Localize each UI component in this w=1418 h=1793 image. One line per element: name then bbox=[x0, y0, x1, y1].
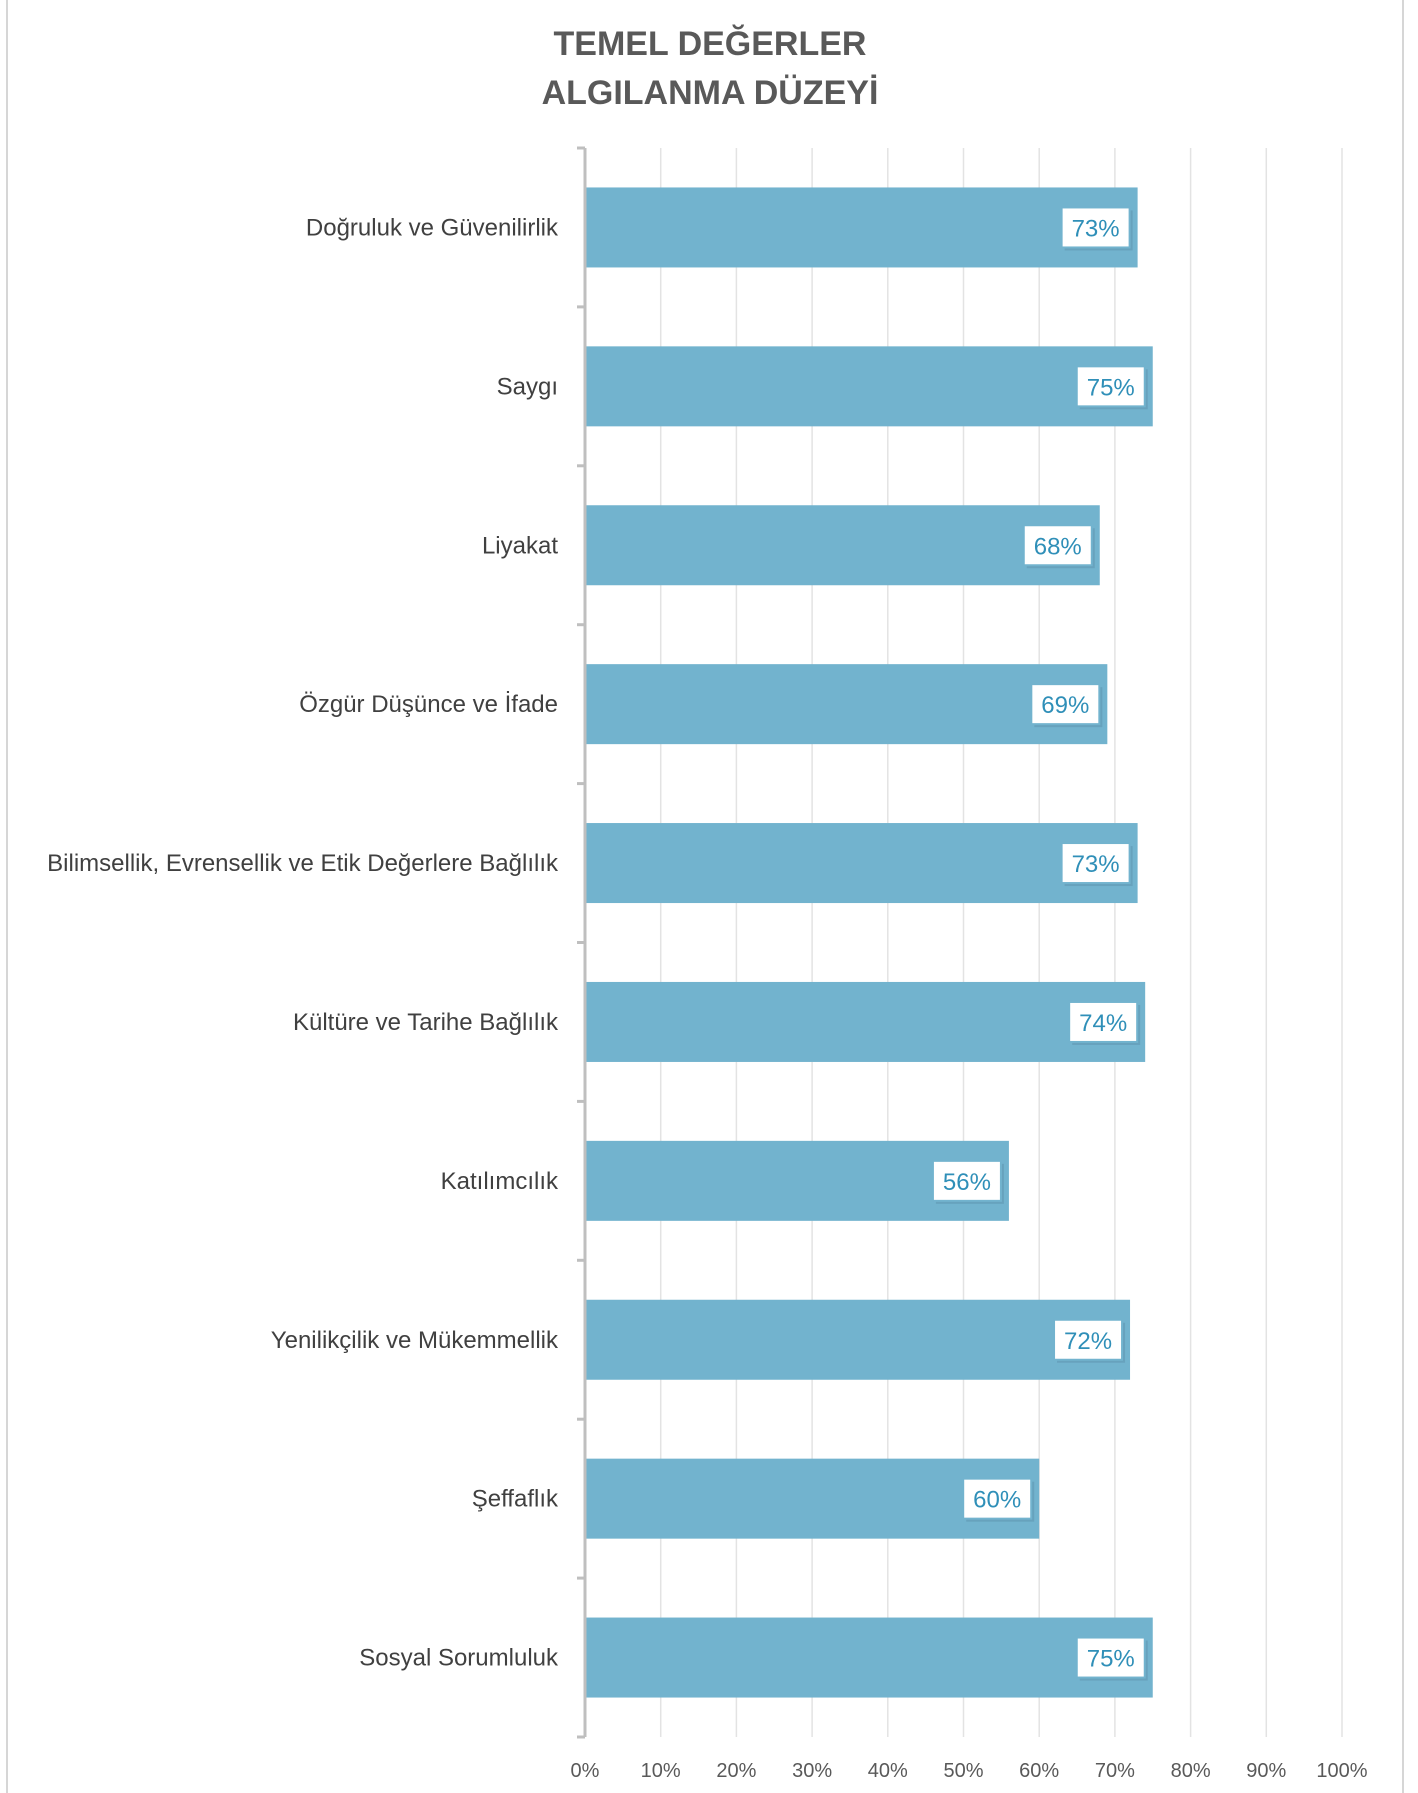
x-tick-label: 20% bbox=[716, 1760, 756, 1782]
data-label-box bbox=[1053, 1318, 1124, 1361]
data-label-box bbox=[1060, 842, 1131, 885]
x-tick-label: 90% bbox=[1246, 1760, 1286, 1782]
bars: 73% 75% 68% 69% 73% 74% 56% 72% 60% 75% bbox=[586, 187, 1153, 1698]
bar bbox=[586, 187, 1138, 268]
chart-title-line-2: ALGILANMA DÜZEYİ bbox=[542, 74, 879, 112]
data-label: 72% bbox=[1064, 1328, 1112, 1355]
category-label: Doğruluk ve Güvenilirlik bbox=[306, 214, 559, 241]
x-tick-label: 0% bbox=[571, 1760, 600, 1782]
bar bbox=[586, 981, 1146, 1062]
x-tick-label: 40% bbox=[868, 1760, 908, 1782]
x-tick-label: 80% bbox=[1171, 1760, 1211, 1782]
x-tick-label: 100% bbox=[1316, 1760, 1367, 1782]
data-label-box bbox=[1075, 1636, 1146, 1679]
data-label: 56% bbox=[943, 1169, 991, 1196]
data-label: 69% bbox=[1041, 692, 1089, 719]
data-label-box bbox=[1060, 206, 1131, 249]
bar bbox=[586, 346, 1153, 427]
category-label: Şeffaflık bbox=[472, 1486, 559, 1513]
data-label-box bbox=[931, 1159, 1002, 1202]
x-tick-label: 60% bbox=[1019, 1760, 1059, 1782]
x-tick-label: 50% bbox=[943, 1760, 983, 1782]
bar bbox=[586, 505, 1100, 586]
data-label: 73% bbox=[1072, 215, 1120, 242]
bar bbox=[586, 664, 1108, 745]
value-axis: 0% 10% 20% 30% 40% 50% 60% 70% 80% 90% 100% Doğrulu… bbox=[47, 146, 1368, 1782]
data-label: 73% bbox=[1072, 851, 1120, 878]
data-label: 75% bbox=[1087, 1646, 1135, 1673]
data-label: 75% bbox=[1087, 374, 1135, 401]
x-tick-label: 30% bbox=[792, 1760, 832, 1782]
data-label: 74% bbox=[1079, 1010, 1127, 1037]
bar bbox=[586, 1617, 1153, 1698]
category-label: Yenilikçilik ve Mükemmellik bbox=[271, 1327, 559, 1354]
data-label-box bbox=[1022, 524, 1093, 567]
data-label: 60% bbox=[973, 1487, 1021, 1514]
category-label: Kültüre ve Tarihe Bağlılık bbox=[293, 1009, 559, 1036]
category-label: Liyakat bbox=[482, 532, 558, 559]
category-label: Katılımcılık bbox=[441, 1168, 559, 1195]
data-label-box bbox=[1068, 1000, 1139, 1043]
data-label-box bbox=[1030, 683, 1101, 726]
data-label-box bbox=[962, 1477, 1033, 1520]
x-tick-label: 10% bbox=[641, 1760, 681, 1782]
x-tick-label: 70% bbox=[1095, 1760, 1135, 1782]
category-label: Özgür Düşünce ve İfade bbox=[299, 691, 558, 718]
category-label: Saygı bbox=[497, 373, 558, 400]
category-label: Sosyal Sorumluluk bbox=[359, 1645, 559, 1672]
data-label-box bbox=[1075, 365, 1146, 408]
data-label: 68% bbox=[1034, 533, 1082, 560]
chart-title-line-1: TEMEL DEĞERLER bbox=[554, 25, 867, 63]
bar bbox=[586, 1299, 1131, 1380]
category-label: Bilimsellik, Evrensellik ve Etik Değerle… bbox=[47, 850, 559, 877]
bar bbox=[586, 823, 1138, 904]
